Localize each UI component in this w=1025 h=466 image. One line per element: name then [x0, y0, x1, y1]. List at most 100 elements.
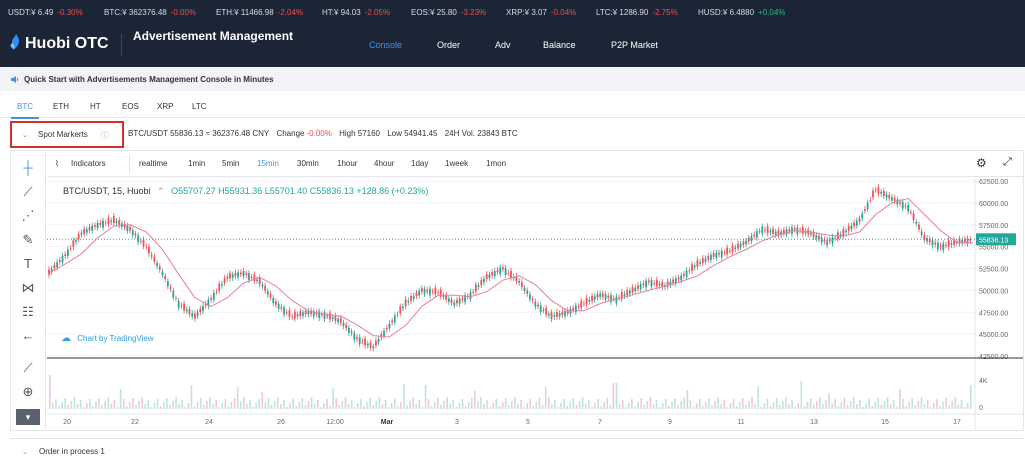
tab-btc[interactable]: BTC: [11, 102, 39, 119]
tab-eos[interactable]: EOS: [122, 102, 139, 111]
interval-30min[interactable]: 30min: [297, 159, 319, 168]
volume-bar: [729, 403, 732, 409]
volume-bar: [196, 402, 199, 409]
volume-bar: [492, 403, 495, 409]
nav-adv[interactable]: Adv: [495, 40, 511, 50]
settings-gear-icon[interactable]: ⚙: [976, 156, 987, 170]
volume-bar: [886, 397, 889, 409]
ticker-item[interactable]: EOS:¥ 25.80 -3.23%: [411, 8, 486, 17]
interval-1min[interactable]: 1min: [188, 159, 206, 168]
candle-body: [396, 314, 399, 316]
volume-bar: [717, 397, 719, 409]
volume-bar: [686, 390, 689, 409]
logo-text[interactable]: Huobi OTC: [25, 35, 109, 52]
volume-bar: [917, 401, 920, 409]
volume-bar: [640, 398, 642, 409]
tab-xrp[interactable]: XRP: [157, 102, 174, 111]
nav-balance[interactable]: Balance: [543, 40, 576, 50]
candle-body: [631, 287, 634, 293]
interval-4hour[interactable]: 4hour: [374, 159, 395, 168]
crosshair-icon[interactable]: ┼: [23, 160, 33, 175]
volume-bar: [569, 402, 572, 409]
collapse-icon[interactable]: ▾: [16, 409, 40, 425]
order-in-process-section[interactable]: ⌄ Order in process 1: [10, 438, 1024, 464]
candle-body: [934, 242, 937, 245]
fib-tool-icon[interactable]: ⋰: [21, 208, 35, 223]
quickstart-banner[interactable]: Quick Start with Advertisements Manageme…: [0, 67, 1025, 91]
ticker-item[interactable]: USDT:¥ 6.49 -0.30%: [8, 8, 83, 17]
brush-icon[interactable]: ✎: [22, 232, 34, 247]
volume-bar: [357, 403, 359, 409]
volume-bar: [554, 400, 556, 409]
candle-body: [356, 337, 358, 340]
tab-eth[interactable]: ETH: [53, 102, 69, 111]
nav-p2p-market[interactable]: P2P Market: [611, 40, 658, 50]
spot-markets-toggle[interactable]: ⌄ Spot Markerts ⓘ: [10, 121, 124, 148]
ruler-icon[interactable]: ⟋: [23, 360, 33, 375]
tab-ltc[interactable]: LTC: [192, 102, 207, 111]
tab-ht[interactable]: HT: [90, 102, 101, 111]
candle-body: [50, 268, 53, 273]
ticker-item[interactable]: HUSD:¥ 6.4880 +0.04%: [698, 8, 785, 17]
candle-body: [134, 233, 137, 236]
position-icon[interactable]: ☷: [22, 304, 34, 319]
x-tick-label: Mar: [381, 419, 394, 426]
ticker-item[interactable]: HT:¥ 94.03 -2.05%: [322, 8, 390, 17]
last-price-label: 55836.13: [979, 237, 1008, 244]
chart-plot-area[interactable]: 62500.00 60000.00 57500.00 55000.00 52500.00…: [47, 178, 1023, 430]
indicators-button[interactable]: Indicators: [71, 159, 106, 168]
ticker-item[interactable]: LTC:¥ 1286.90 -2.75%: [596, 8, 678, 17]
volume-bar: [742, 398, 744, 409]
interval-1day[interactable]: 1day: [411, 159, 429, 168]
volume-bar: [865, 403, 867, 409]
candle-body: [615, 296, 618, 304]
interval-1week[interactable]: 1week: [445, 159, 469, 168]
interval-realtime[interactable]: realtime: [139, 159, 168, 168]
volume-bar: [403, 384, 405, 409]
legend-dropdown-icon[interactable]: ⌃: [157, 186, 165, 196]
volume-bar: [825, 400, 827, 409]
candle-body: [426, 289, 429, 292]
tradingview-link[interactable]: ☁ Chart by TradingView: [61, 333, 154, 344]
nav-console[interactable]: Console: [369, 40, 403, 50]
trend-line-icon[interactable]: ⟋: [23, 184, 33, 199]
candle-body: [442, 295, 445, 297]
candle-body: [923, 234, 926, 240]
candle-body: [761, 226, 764, 234]
volume-bar: [239, 401, 242, 409]
ticker-item[interactable]: BTC:¥ 362376.48 -0.00%: [104, 8, 196, 17]
candle-body: [928, 238, 931, 243]
interval-1mon[interactable]: 1mon: [486, 159, 507, 168]
ticker-change: +0.04%: [758, 8, 786, 17]
quickstart-text[interactable]: Quick Start with Advertisements Manageme…: [24, 75, 274, 84]
volume-bar: [313, 404, 316, 409]
nav-order[interactable]: Order: [437, 40, 461, 50]
interval-15min[interactable]: 15min: [257, 159, 279, 168]
text-tool-icon[interactable]: T: [24, 256, 32, 271]
help-icon[interactable]: ⓘ: [101, 131, 109, 140]
volume-bar: [584, 404, 587, 409]
volume-bar: [67, 405, 70, 409]
candle-body: [777, 230, 780, 236]
back-arrow-icon[interactable]: ←: [21, 328, 35, 343]
volume-bar: [649, 397, 652, 409]
ticker-item[interactable]: ETH:¥ 11466.98 -2.04%: [216, 8, 303, 17]
volume-bar: [430, 406, 433, 409]
zoom-in-icon[interactable]: ⊕: [22, 384, 34, 399]
volume-bar: [957, 404, 960, 409]
volume-bar: [323, 403, 325, 409]
volume-bar: [464, 406, 467, 409]
candle-body: [958, 238, 961, 244]
candle-body: [696, 259, 699, 267]
pattern-icon[interactable]: ⋈: [21, 280, 35, 295]
volume-bar: [141, 397, 143, 409]
interval-1hour[interactable]: 1hour: [337, 159, 358, 168]
indicators-icon[interactable]: ⌇: [55, 159, 59, 168]
ticker-item[interactable]: XRP:¥ 3.07 -0.04%: [506, 8, 576, 17]
candle-body: [342, 322, 345, 327]
volume-bar: [332, 388, 334, 409]
fullscreen-icon[interactable]: ⤢: [1003, 156, 1012, 168]
candle-body: [704, 258, 707, 262]
interval-5min[interactable]: 5min: [222, 159, 240, 168]
volume-bar: [393, 399, 396, 409]
